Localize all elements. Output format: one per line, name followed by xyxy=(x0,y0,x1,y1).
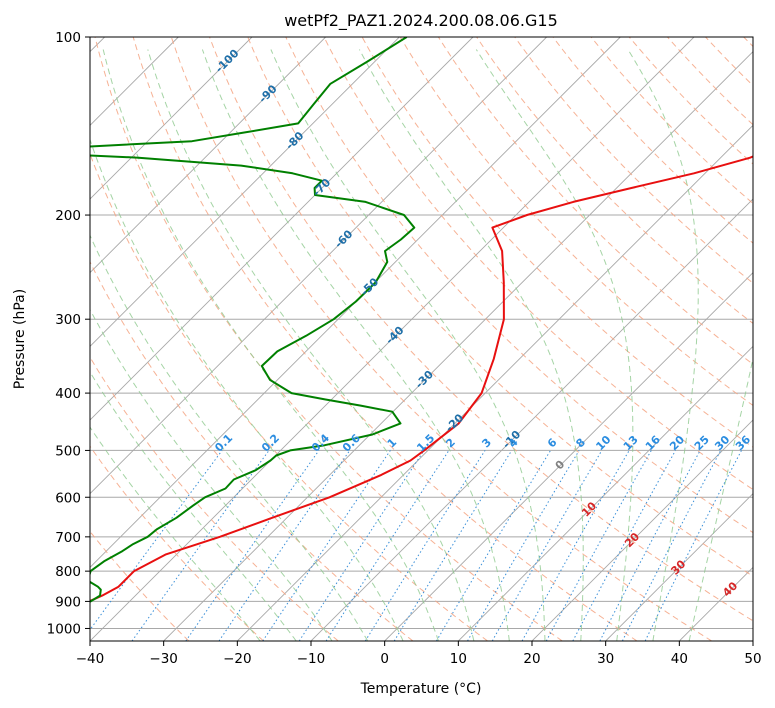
y-axis-ticks: 100 200 300 400 500 600 700 800 900 1000 xyxy=(47,30,90,637)
moist-adiabat-line xyxy=(475,49,634,641)
mixing-ratio-line xyxy=(621,450,722,641)
isotherm-line xyxy=(90,37,695,641)
y-tick-label: 200 xyxy=(55,208,81,224)
mixing-ratio-line xyxy=(90,450,223,631)
moist-adiabat-line xyxy=(90,426,261,641)
y-tick-label: 600 xyxy=(55,490,81,506)
dry-adiabat-line xyxy=(170,37,712,641)
moist-adiabat-line xyxy=(688,355,753,641)
moist-adiabat-line xyxy=(90,308,333,641)
y-tick-label: 400 xyxy=(55,386,81,402)
y-tick-label: 900 xyxy=(55,594,81,610)
mixing-ratio-line xyxy=(325,450,450,641)
x-tick-label: 20 xyxy=(523,651,540,667)
y-tick-label: 100 xyxy=(55,30,81,46)
mixing-ratio-line xyxy=(262,450,391,641)
mixing-ratio-line xyxy=(545,450,652,641)
x-tick-label: 50 xyxy=(744,651,761,667)
x-tick-label: 0 xyxy=(380,651,389,667)
plot-area xyxy=(90,37,753,641)
chart-title: wetPf2_PAZ1.2024.200.08.06.G15 xyxy=(284,11,558,31)
sounding-profiles xyxy=(90,37,753,603)
y-tick-label: 700 xyxy=(55,530,81,546)
moist-adiabat-line xyxy=(147,49,475,641)
background-lines xyxy=(90,37,753,641)
x-tick-label: 30 xyxy=(597,651,614,667)
x-tick-label: 40 xyxy=(671,651,688,667)
mixing-ratio-line xyxy=(521,450,630,641)
mixing-ratio-line xyxy=(644,450,742,641)
mixing-ratio-line xyxy=(218,450,351,641)
dry-adiabat-line xyxy=(514,37,753,284)
isotherm-line xyxy=(163,51,753,641)
x-axis-ticks: −40 −30 −20 −10 0 10 20 30 40 50 xyxy=(76,641,762,667)
plot-frame xyxy=(89,36,754,642)
y-tick-label: 1000 xyxy=(47,621,81,637)
x-tick-label: −10 xyxy=(297,651,326,667)
moist-adiabat-line xyxy=(90,234,369,641)
dry-adiabat-line xyxy=(90,445,264,641)
isotherm-line xyxy=(90,37,326,274)
mixing-ratio-line xyxy=(572,450,676,641)
dry-adiabat-line xyxy=(247,37,753,577)
isotherm-line xyxy=(90,37,400,347)
isotherm-line xyxy=(90,37,547,495)
moist-adiabat-line xyxy=(201,49,510,641)
isotherm-line xyxy=(384,272,753,641)
dry-adiabat-line xyxy=(285,37,753,534)
dry-adiabat-line xyxy=(476,37,753,325)
sounding-line-2 xyxy=(90,37,416,603)
dry-adiabat-line xyxy=(90,260,414,641)
y-tick-label: 500 xyxy=(55,443,81,459)
isotherm-line xyxy=(531,419,753,641)
mixing-ratio-line xyxy=(393,450,513,641)
x-tick-label: −40 xyxy=(76,651,105,667)
isotherm-line xyxy=(237,124,753,641)
mixing-ratio-line xyxy=(131,450,270,641)
y-tick-label: 800 xyxy=(55,564,81,580)
x-tick-label: −20 xyxy=(223,651,252,667)
isotherm-line xyxy=(605,493,753,641)
x-tick-label: −30 xyxy=(149,651,178,667)
moist-adiabat-line xyxy=(102,49,439,641)
moist-adiabat-line xyxy=(90,138,404,641)
y-tick-label: 300 xyxy=(55,312,81,328)
dry-adiabat-line xyxy=(132,37,638,641)
mixing-ratio-line xyxy=(298,450,425,641)
dry-adiabat-line xyxy=(94,37,563,641)
moist-adiabat-line xyxy=(90,371,297,641)
y-axis-label: Pressure (hPa) xyxy=(12,289,28,389)
dry-adiabat-line xyxy=(323,37,753,491)
dry-adiabat-line xyxy=(90,356,339,641)
isotherm-line xyxy=(90,37,621,568)
moist-adiabat-line xyxy=(627,49,699,641)
x-tick-label: 10 xyxy=(450,651,467,667)
mixing-ratio-line xyxy=(185,450,320,641)
isotherm-line xyxy=(90,37,474,421)
isotherm-line xyxy=(458,345,753,641)
dry-adiabat-line xyxy=(209,37,753,622)
moist-adiabat-line xyxy=(270,49,546,641)
isotherm-line xyxy=(90,37,253,200)
x-axis-label: Temperature (°C) xyxy=(360,681,482,697)
sounding-line-1 xyxy=(90,155,753,603)
